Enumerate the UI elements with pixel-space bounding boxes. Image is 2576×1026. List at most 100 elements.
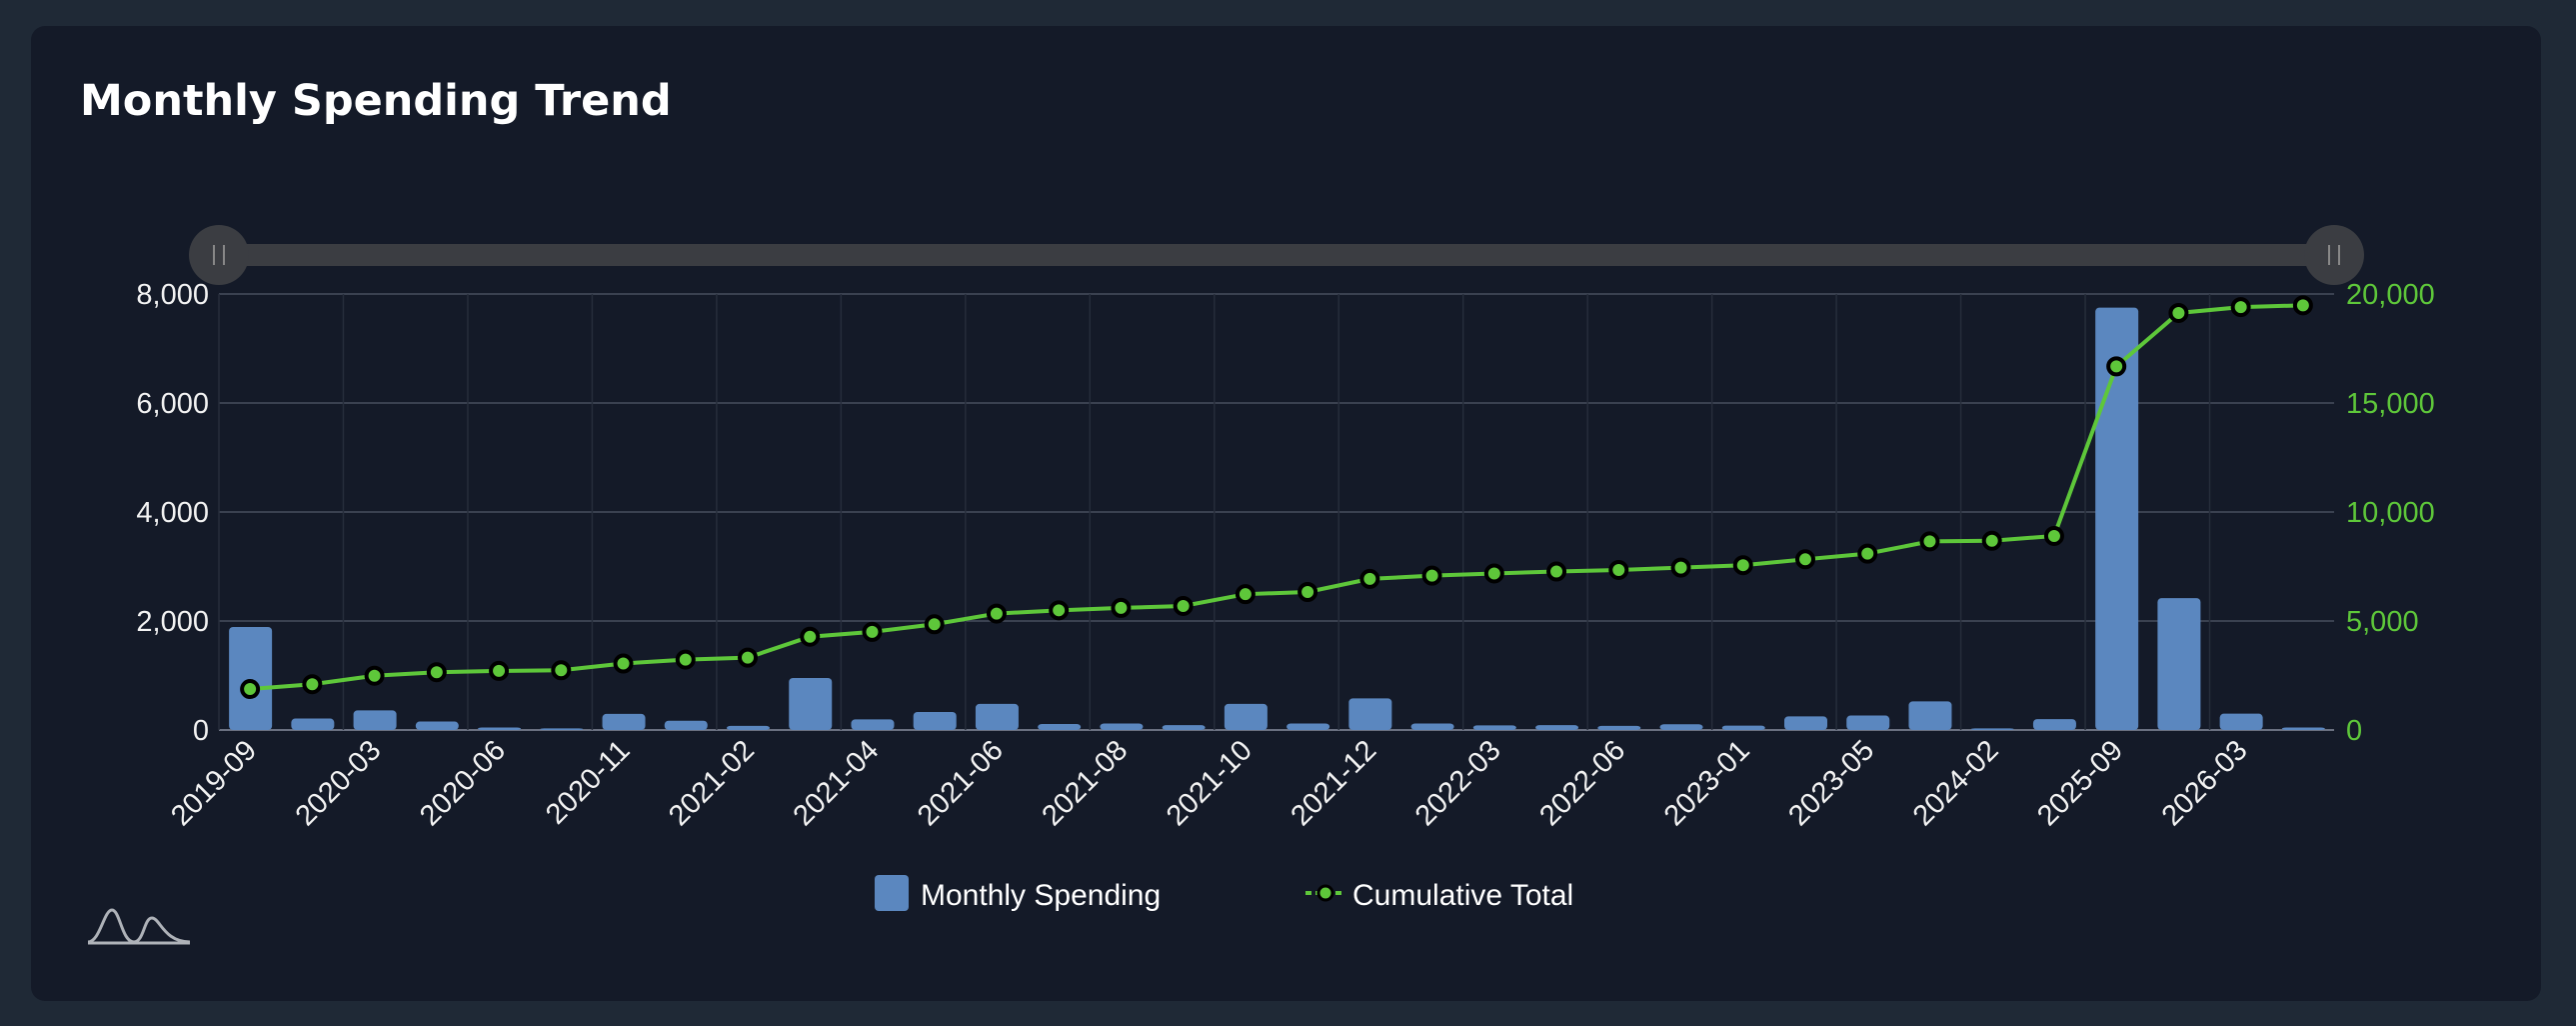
bar-monthly-spending (851, 719, 895, 730)
bar-monthly-spending (2157, 598, 2201, 730)
legend-item-cumulative-total[interactable]: Cumulative Total (1305, 879, 1573, 912)
cumulative-total-point (924, 614, 945, 635)
bar-monthly-spending (1597, 725, 1641, 730)
cumulative-total-point (1235, 584, 1256, 605)
chart-title: Monthly Spending Trend (80, 76, 672, 126)
app-logo-icon (87, 908, 191, 945)
cumulative-total-point (2168, 302, 2189, 323)
cumulative-total-point (986, 603, 1007, 624)
cumulative-total-point (1483, 563, 1504, 584)
bar-monthly-spending (1287, 723, 1330, 730)
bar-monthly-spending (1970, 728, 2014, 730)
y-left-tick-label: 2,000 (136, 606, 209, 638)
bars (229, 307, 2325, 730)
x-tick-label: 2020-11 (540, 734, 636, 830)
y-right-tick-label: 10,000 (2346, 497, 2435, 529)
cumulative-total-point (1670, 557, 1691, 578)
y-left-tick-label: 8,000 (136, 279, 209, 311)
cumulative-total-point (1111, 597, 1132, 618)
bar-monthly-spending (2219, 713, 2263, 730)
bar-monthly-spending (1224, 703, 1268, 730)
cumulative-total-point (426, 662, 447, 683)
legend-label-monthly-spending: Monthly Spending (921, 879, 1161, 912)
bar-monthly-spending (1038, 724, 1082, 730)
x-tick-label: 2025-09 (2031, 734, 2129, 832)
bar-monthly-spending (975, 703, 1019, 730)
bar-monthly-spending (913, 712, 957, 730)
cumulative-total-point (1546, 561, 1567, 582)
bar-monthly-spending (1908, 701, 1952, 730)
y-right-tick-label: 5,000 (2346, 606, 2419, 638)
range-slider-track[interactable] (219, 244, 2334, 266)
bar-monthly-spending (540, 728, 584, 730)
cumulative-total-point (1049, 600, 1070, 621)
bar-monthly-spending (1784, 716, 1827, 730)
x-tick-label: 2026-03 (2156, 734, 2254, 832)
x-tick-label: 2023-05 (1782, 734, 1880, 832)
range-slider[interactable] (189, 225, 2364, 285)
cumulative-total-point (1608, 559, 1629, 580)
cumulative-total-point (862, 621, 883, 642)
bar-monthly-spending (415, 721, 459, 730)
x-tick-label: 2022-03 (1409, 734, 1507, 832)
bar-monthly-spending (1100, 723, 1144, 730)
legend-marker-icon (1316, 884, 1334, 902)
range-slider-handle-right[interactable] (2304, 225, 2364, 285)
bar-monthly-spending (664, 720, 708, 730)
x-tick-label: 2020-06 (414, 734, 512, 832)
cumulative-total-point (1919, 531, 1940, 552)
cumulative-total-point (1359, 568, 1380, 589)
x-tick-label: 2021-08 (1036, 734, 1134, 832)
bar-monthly-spending (1348, 698, 1392, 730)
cumulative-total-point (1173, 595, 1194, 616)
cumulative-total-point (302, 674, 323, 695)
bar-monthly-spending (1162, 725, 1206, 730)
bar-monthly-spending (727, 725, 770, 730)
cumulative-total-point (1732, 555, 1753, 576)
cumulative-total-point (2292, 295, 2313, 316)
legend: Monthly Spending Cumulative Total (875, 875, 1573, 912)
cumulative-total-point (364, 665, 385, 686)
bar-monthly-spending (1721, 725, 1765, 730)
cumulative-total-point (1297, 582, 1318, 603)
y-left-tick-label: 4,000 (136, 497, 209, 529)
range-slider-handle-left[interactable] (189, 225, 249, 285)
y-left-tick-label: 6,000 (136, 388, 209, 420)
x-tick-label: 2021-04 (788, 734, 886, 832)
legend-item-monthly-spending[interactable]: Monthly Spending (875, 875, 1161, 912)
cumulative-total-point (489, 660, 510, 681)
cumulative-total-point (2043, 525, 2064, 546)
axes: 0 0 2,000 5,000 4,000 10,000 6,000 15,000 8,000 2… (136, 279, 2434, 832)
bar-monthly-spending (1535, 725, 1579, 730)
x-tick-label: 2021-02 (663, 734, 761, 832)
x-tick-label: 2021-06 (912, 734, 1010, 832)
y-right-tick-label: 20,000 (2346, 279, 2435, 311)
bar-monthly-spending (1846, 715, 1890, 730)
cumulative-total-point (240, 679, 261, 700)
cumulative-total-point (738, 647, 758, 668)
bar-monthly-spending (1472, 725, 1516, 730)
legend-label-cumulative-total: Cumulative Total (1352, 879, 1573, 912)
legend-bar-swatch (875, 875, 909, 911)
cumulative-total-point (1421, 565, 1442, 586)
cumulative-total-point (675, 649, 696, 670)
x-tick-label: 2024-02 (1907, 734, 2005, 832)
bar-monthly-spending (291, 718, 335, 730)
bar-monthly-spending (478, 727, 522, 730)
cumulative-total-point (2106, 356, 2127, 377)
x-tick-label: 2021-12 (1285, 734, 1382, 832)
cumulative-total-point (1981, 530, 2002, 551)
cumulative-total-point (2230, 297, 2251, 318)
x-tick-label: 2021-10 (1161, 734, 1259, 832)
x-tick-label: 2019-09 (165, 734, 263, 832)
bar-monthly-spending (1410, 723, 1454, 730)
bar-monthly-spending (2281, 727, 2325, 730)
cumulative-total-line (249, 303, 2303, 692)
bar-monthly-spending (1659, 724, 1703, 730)
cumulative-total-point (1857, 543, 1878, 564)
bar-monthly-spending (353, 710, 397, 730)
grid (218, 293, 2334, 731)
x-tick-label: 2023-01 (1658, 734, 1756, 832)
bar-monthly-spending (2095, 307, 2139, 730)
